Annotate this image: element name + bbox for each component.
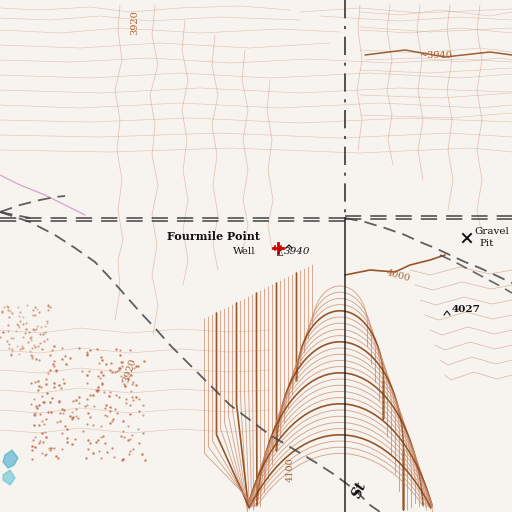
Polygon shape: [3, 470, 15, 485]
Text: ~3940: ~3940: [420, 51, 453, 59]
Text: 4027: 4027: [452, 306, 481, 314]
Text: St: St: [350, 480, 370, 500]
Text: Well: Well: [233, 247, 255, 257]
Text: Gravel: Gravel: [474, 226, 509, 236]
Text: △: △: [277, 247, 284, 257]
Text: Fourmile Point: Fourmile Point: [167, 231, 260, 243]
Text: 4000: 4000: [385, 268, 411, 284]
Text: 3920: 3920: [131, 10, 139, 35]
Text: 3940: 3940: [284, 247, 310, 257]
Polygon shape: [3, 450, 18, 468]
Text: Pit: Pit: [479, 239, 494, 247]
Text: 4100: 4100: [286, 458, 294, 482]
Text: 3920: 3920: [122, 357, 138, 383]
